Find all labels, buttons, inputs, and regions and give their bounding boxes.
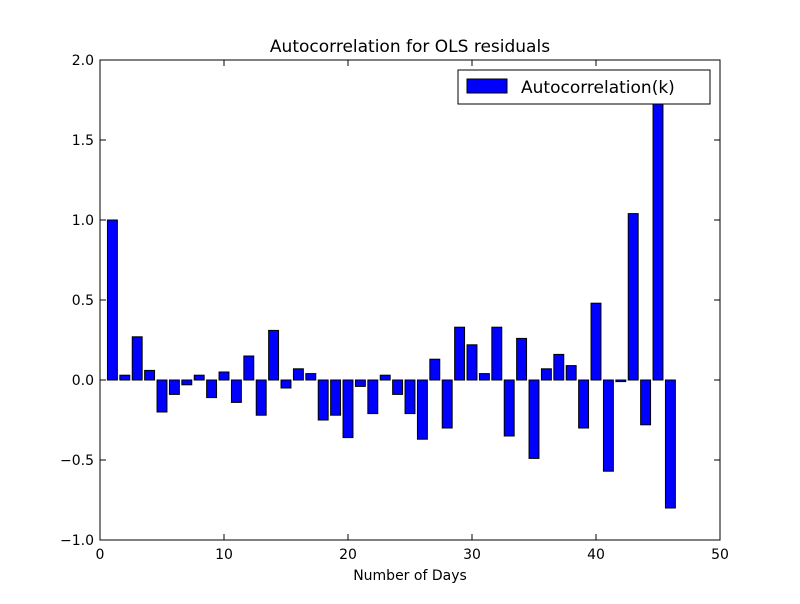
- bar: [181, 379, 193, 386]
- x-tick-label: 30: [463, 547, 481, 563]
- bar: [168, 379, 180, 395]
- bar: [206, 379, 218, 399]
- x-axis-label: Number of Days: [353, 568, 467, 584]
- bar: [354, 379, 366, 387]
- legend-swatch: [466, 78, 508, 94]
- bar: [528, 379, 540, 459]
- bar: [292, 368, 304, 381]
- bar: [478, 373, 490, 381]
- x-tick-label: 10: [215, 547, 233, 563]
- plot-frame: [99, 59, 721, 541]
- y-tick-label: 0.0: [72, 373, 94, 389]
- x-tick-label: 20: [339, 547, 357, 563]
- bar: [131, 336, 143, 381]
- bar: [218, 371, 230, 381]
- bar: [330, 379, 342, 416]
- bar: [553, 353, 565, 381]
- bar: [491, 326, 503, 381]
- bar: [590, 302, 602, 381]
- bar: [305, 373, 317, 381]
- bar: [230, 379, 242, 403]
- x-tick-label: 0: [96, 547, 105, 563]
- y-tick-label: 2.0: [72, 53, 94, 69]
- bar: [640, 379, 652, 426]
- bar: [367, 379, 379, 415]
- bar: [565, 365, 577, 381]
- bar: [268, 329, 280, 381]
- bar: [106, 219, 118, 381]
- bar: [317, 379, 329, 421]
- legend-label: Autocorrelation(k): [521, 78, 675, 98]
- bar: [156, 379, 168, 413]
- bar: [193, 374, 205, 381]
- x-tick-label: 50: [711, 547, 729, 563]
- y-tick-label: 0.5: [72, 293, 94, 309]
- bar: [615, 379, 627, 383]
- bar: [280, 379, 292, 389]
- bar: [627, 213, 639, 381]
- bar: [255, 379, 267, 416]
- y-tick-label: −1.0: [60, 533, 94, 549]
- bar: [416, 379, 428, 440]
- y-tick-label: 1.0: [72, 213, 94, 229]
- x-tick-label: 40: [587, 547, 605, 563]
- legend: Autocorrelation(k): [457, 69, 711, 105]
- bar: [429, 358, 441, 381]
- y-tick-label: 1.5: [72, 133, 94, 149]
- bar: [243, 355, 255, 381]
- bar: [119, 374, 131, 381]
- bar: [342, 379, 354, 439]
- bar: [441, 379, 453, 429]
- bar: [144, 369, 156, 381]
- axes: 0 10 20 30 40 50 −1.0 −0.5 0.0 0.5 1.0 1.5 2.0: [60, 53, 729, 563]
- bar: [466, 344, 478, 381]
- bar: [503, 379, 515, 437]
- bar: [602, 379, 614, 472]
- bar: [404, 379, 416, 415]
- y-tick-label: −0.5: [60, 453, 94, 469]
- bar: [540, 368, 552, 381]
- bar: [664, 379, 676, 509]
- chart-title: Autocorrelation for OLS residuals: [270, 37, 550, 57]
- bar-series: [106, 102, 676, 509]
- bar: [379, 374, 391, 381]
- bar: [652, 102, 664, 381]
- bar: [454, 326, 466, 381]
- bar: [516, 337, 528, 381]
- bar: [392, 379, 404, 395]
- bar: [578, 379, 590, 429]
